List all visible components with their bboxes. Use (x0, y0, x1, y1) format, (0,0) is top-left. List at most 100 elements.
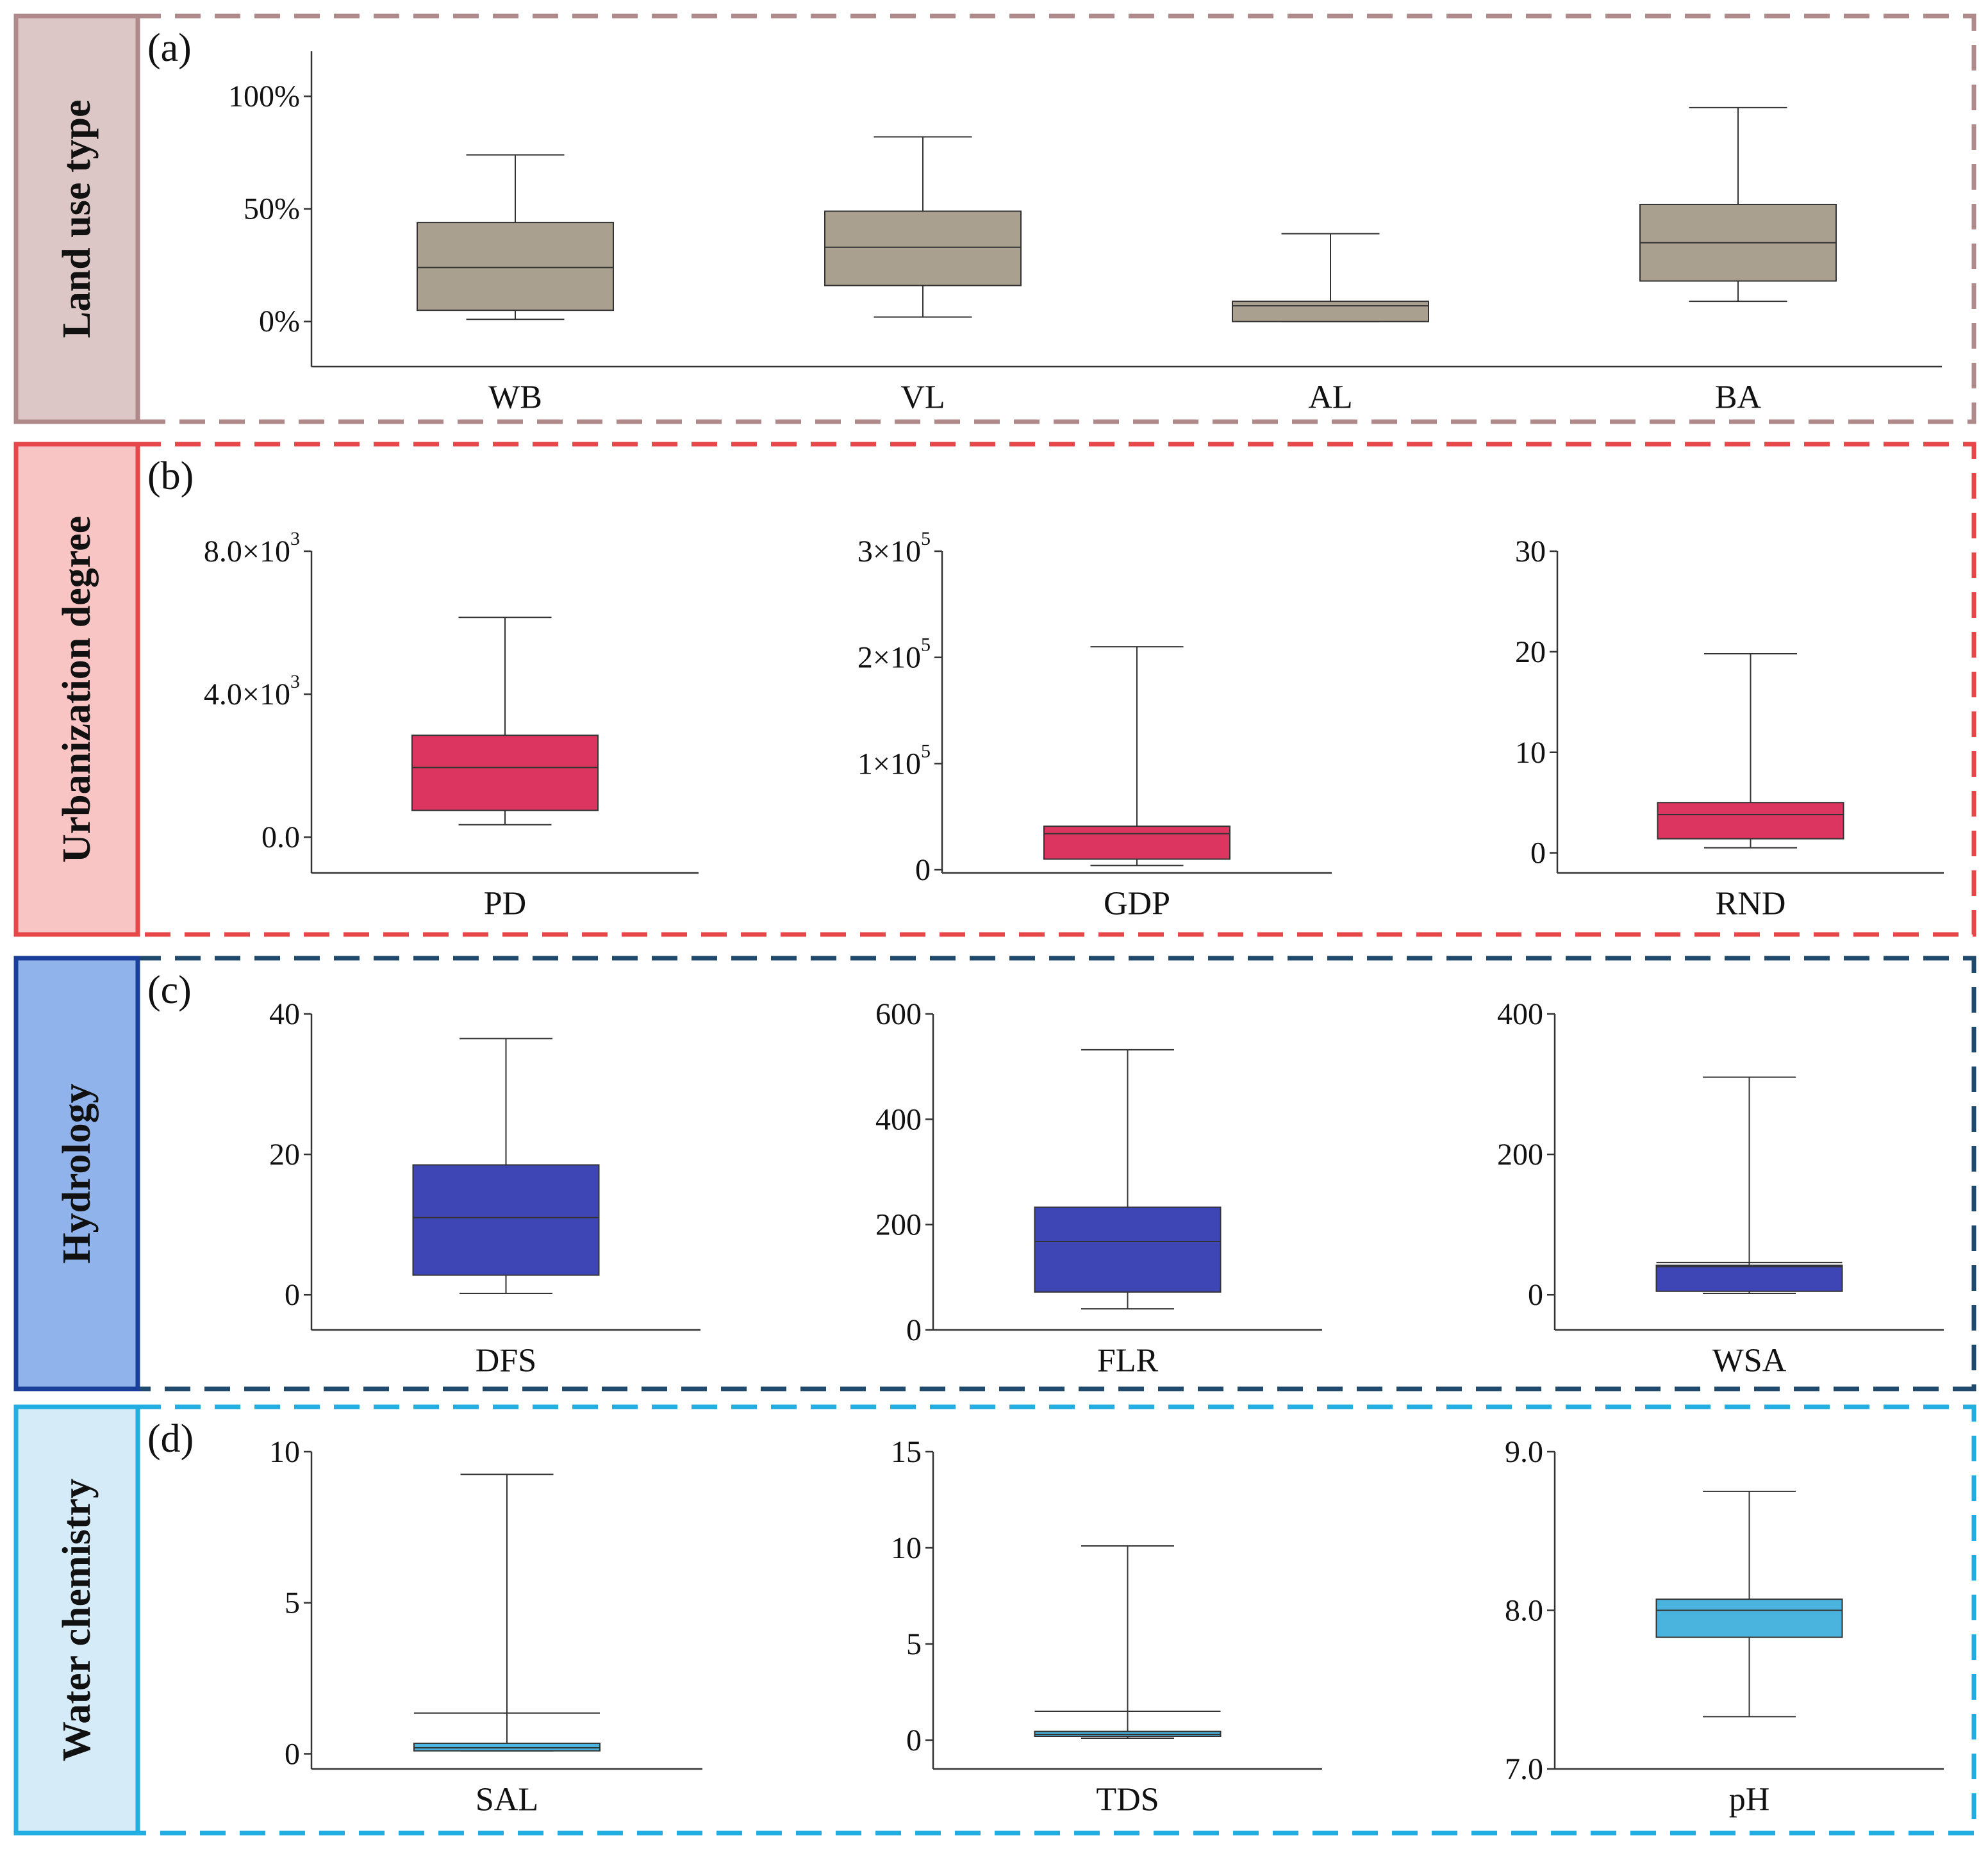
category-label-AL: AL (1308, 379, 1352, 416)
box-body (1232, 301, 1429, 322)
box-body (1657, 802, 1844, 840)
box-TDS (1034, 1545, 1222, 1739)
panel-c-frame: Hydrology (c) (13, 956, 1976, 1391)
box-body (1655, 1265, 1843, 1292)
box-SAL (413, 1473, 601, 1752)
y-tick-label: 0 (906, 1313, 922, 1347)
chart-d-2: 7.0 8.0 9.0 pH (1505, 1435, 1944, 1818)
box-VL (824, 136, 1022, 318)
y-tick-label: 0 (906, 1723, 922, 1757)
chart-c-2: 0 200 400 WSA (1497, 997, 1944, 1379)
y-tick-label: 0 (915, 853, 931, 887)
chart-b-2: 0 10 20 30 RND (1515, 535, 1944, 922)
y-tick-label: 8.0 (1505, 1593, 1543, 1627)
y-tick-label: 3×105 (857, 528, 931, 569)
y-tick-label: 200 (1497, 1138, 1543, 1172)
panel-frames: Land use type (a) Urbanization degree (b) Hy… (13, 13, 1976, 1836)
chart-b-0: 0.0 4.0×103 8.0×103 PD (204, 528, 699, 922)
panel-b-dashed-border (13, 442, 1976, 937)
chart-a: 0% 50% 100% WB VL AL BA (228, 51, 1942, 416)
chart-d-0: 0 5 10 SAL (269, 1435, 702, 1818)
y-tick-label: 20 (1515, 635, 1546, 668)
box-FLR (1034, 1049, 1222, 1310)
panel-c-group-label: Hydrology (55, 1083, 99, 1263)
panel-d-label-box (13, 1404, 140, 1836)
y-tick-label: 0.0 (261, 820, 300, 854)
panel-b-letter: (b) (147, 454, 194, 498)
box-RND (1657, 653, 1844, 849)
panel-a-frame: Land use type (a) (13, 13, 1976, 424)
y-tick-label: 7.0 (1505, 1752, 1543, 1786)
y-tick-label: 5 (285, 1586, 300, 1620)
category-label-BA: BA (1715, 379, 1762, 416)
panel-c-dashed-border (13, 956, 1976, 1391)
box-WB (417, 154, 614, 320)
category-label-RND: RND (1716, 886, 1786, 922)
y-tick-label: 0 (285, 1737, 300, 1771)
category-label-WB: WB (488, 379, 542, 416)
panel-a-letter: (a) (147, 26, 192, 70)
category-label-WSA: WSA (1712, 1343, 1787, 1379)
panel-c-letter: (c) (147, 968, 192, 1012)
category-label-DFS: DFS (476, 1343, 536, 1379)
y-tick-label: 8.0×103 (204, 528, 300, 569)
y-tick-label: 600 (875, 997, 922, 1031)
y-tick-label: 0 (285, 1278, 300, 1312)
chart-c-1: 0 200 400 600 FLR (875, 997, 1322, 1379)
plot-area: 0% 50% 100% WB VL AL BA 0.0 4.0×103 8.0×103 PD 0 1×1… (204, 51, 1944, 1818)
box-PD (411, 617, 599, 826)
panel-b-label-box (13, 442, 140, 937)
y-tick-label: 400 (875, 1102, 922, 1136)
y-tick-label: 200 (875, 1208, 922, 1241)
y-tick-label: 15 (891, 1435, 922, 1469)
panel-a-dashed-border (13, 13, 1976, 424)
box-body (1034, 1206, 1222, 1293)
y-tick-label: 100% (228, 79, 300, 113)
box-body (1655, 1598, 1843, 1638)
box-body (411, 735, 599, 811)
y-tick-label: 400 (1497, 997, 1543, 1031)
y-tick-label: 9.0 (1505, 1435, 1543, 1469)
chart-d-1: 0 5 10 15 TDS (891, 1435, 1322, 1818)
y-tick-label: 10 (269, 1435, 300, 1469)
box-AL (1232, 233, 1429, 322)
y-tick-label: 1×105 (857, 740, 931, 781)
y-tick-label: 10 (891, 1531, 922, 1565)
y-tick-label: 4.0×103 (204, 671, 300, 711)
chart-b-1: 0 1×105 2×105 3×105 GDP (857, 528, 1332, 922)
y-tick-label: 2×105 (857, 634, 931, 674)
box-body (1043, 826, 1230, 860)
panel-b-frame: Urbanization degree (b) (13, 442, 1976, 937)
box-BA (1639, 106, 1837, 303)
box-GDP (1043, 646, 1230, 867)
panel-b-group-label: Urbanization degree (55, 516, 99, 863)
box-body (412, 1164, 600, 1276)
box-body (417, 222, 614, 311)
category-label-FLR: FLR (1097, 1343, 1159, 1379)
y-tick-label: 5 (906, 1627, 922, 1661)
category-label-VL: VL (900, 379, 945, 416)
y-tick-label: 50% (244, 192, 300, 226)
category-label-pH: pH (1729, 1782, 1770, 1818)
y-tick-label: 0 (1530, 836, 1546, 870)
box-WSA (1655, 1076, 1843, 1295)
category-label-TDS: TDS (1096, 1782, 1159, 1818)
y-tick-label: 40 (269, 997, 300, 1031)
y-tick-label: 0 (1528, 1278, 1543, 1312)
panel-d-frame: Water chemistry (d) (13, 1404, 1976, 1836)
panel-a-group-label: Land use type (55, 99, 99, 338)
y-tick-label: 20 (269, 1138, 300, 1172)
y-tick-label: 0% (259, 304, 300, 338)
category-label-PD: PD (484, 886, 526, 922)
panel-c-label-box (13, 956, 140, 1391)
box-DFS (412, 1038, 600, 1295)
panel-d-group-label: Water chemistry (55, 1479, 99, 1761)
panel-a-label-box (13, 13, 140, 424)
y-tick-label: 10 (1515, 735, 1546, 769)
panel-d-letter: (d) (147, 1417, 194, 1461)
y-tick-label: 30 (1515, 535, 1546, 569)
box-body (413, 1742, 601, 1752)
box-pH (1655, 1490, 1843, 1718)
chart-c-0: 0 20 40 DFS (269, 997, 700, 1379)
